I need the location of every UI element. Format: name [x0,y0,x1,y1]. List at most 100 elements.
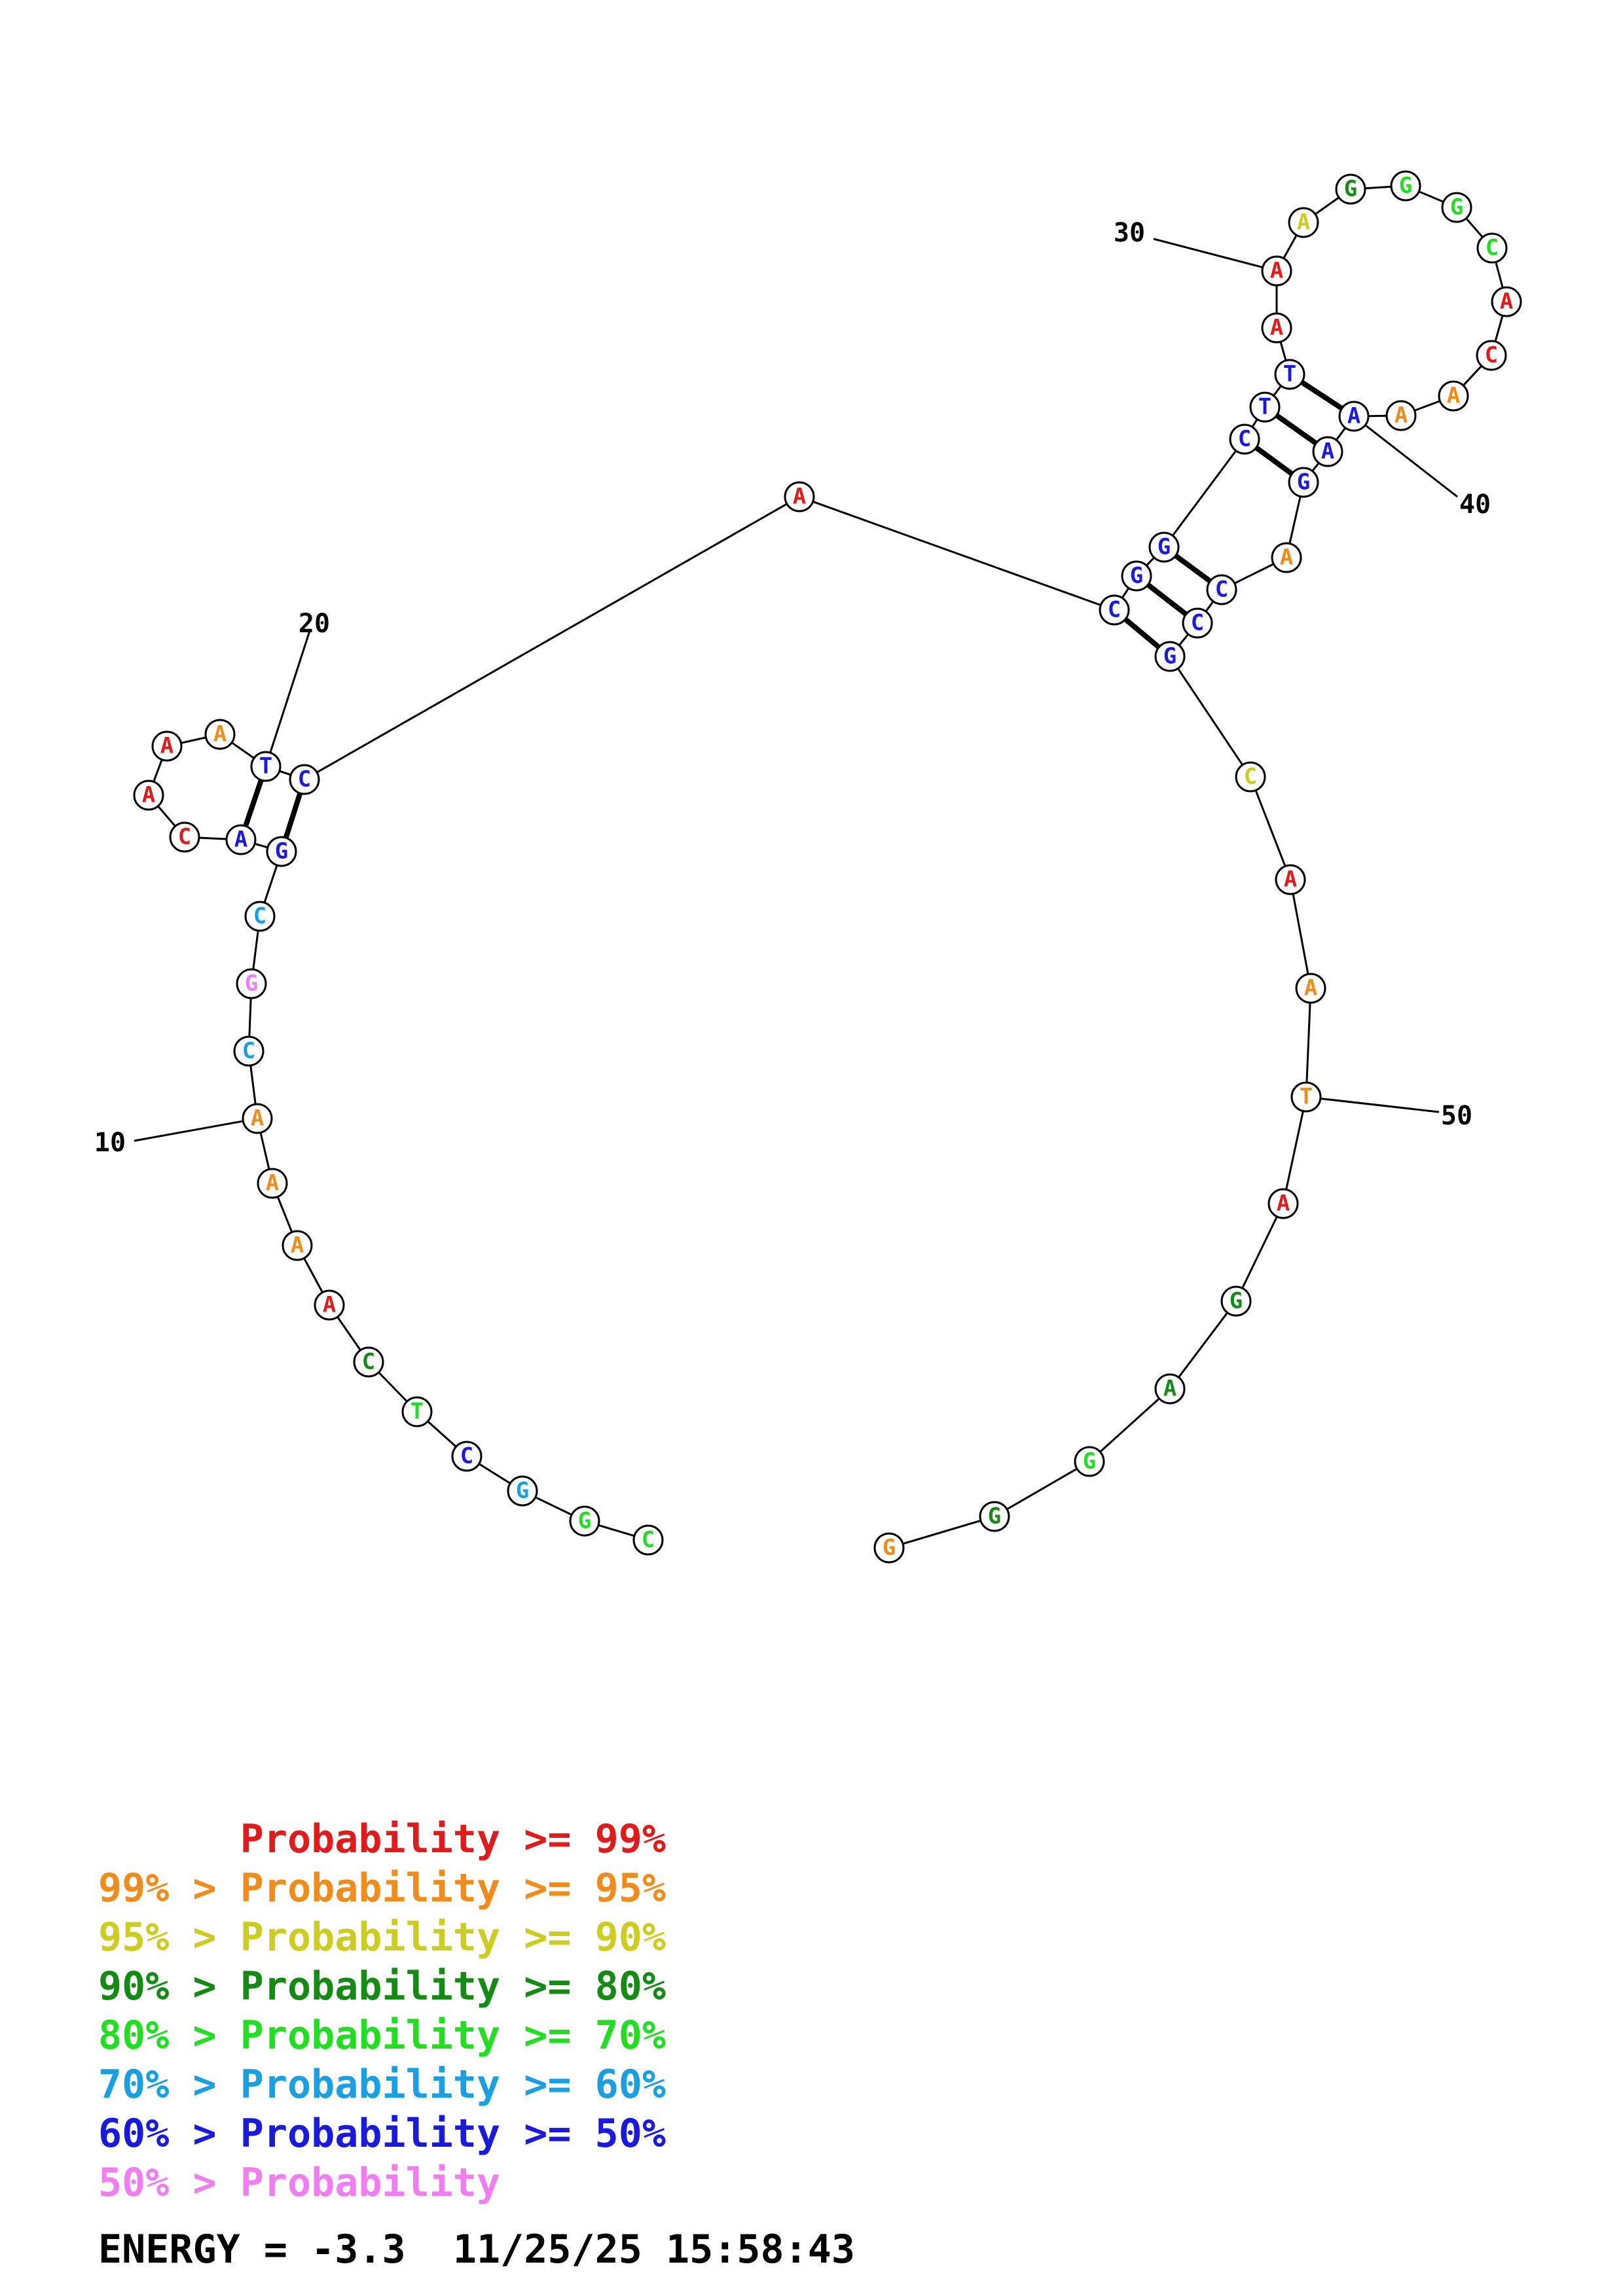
nucleotide-circle [1121,560,1152,592]
backbone-segment [157,805,176,827]
nucleotide-circle [1154,641,1186,672]
nucleotide: G [236,968,267,999]
backbone-segment [1241,1216,1278,1289]
position-label: 10 [94,1128,126,1158]
nucleotide: A [1491,286,1522,317]
nucleotide-circle [1438,380,1469,412]
backbone-segment [1205,600,1214,613]
nucleotide: C [632,1524,664,1556]
nucleotide-circle [1267,1188,1299,1219]
nucleotide-letter: G [1158,534,1171,560]
nucleotide: G [507,1475,538,1507]
nucleotide: A [784,481,815,512]
position-tick [134,1120,244,1142]
backbone-segment [427,1420,457,1448]
nucleotide-circle [1274,359,1305,390]
backbone-segment [181,736,206,744]
nucleotide: C [1182,607,1213,639]
nucleotide: C [451,1441,483,1472]
nucleotide-letter: A [1284,867,1297,893]
nucleotide: G [1074,1446,1105,1477]
nucleotide-letter: A [160,733,173,759]
backbone-segment [812,501,1101,606]
backbone-segment [598,1524,635,1537]
nucleotide: G [1441,192,1472,223]
energy-timestamp: ENERGY = -3.3 11/25/25 15:58:43 [98,2227,855,2272]
nucleotide-circle [353,1346,384,1378]
nucleotide-circle [1290,1081,1322,1113]
nucleotide: A [204,719,236,750]
backbone-segment [279,770,291,776]
nucleotide-circle [1476,340,1507,371]
backbone-segment [1305,1002,1311,1083]
nucleotide-letter: G [516,1478,529,1504]
position-tick [1364,424,1458,498]
nucleotide-circle [632,1524,664,1556]
nucleotide: G [1390,170,1421,202]
nucleotide-letter: G [1297,469,1310,495]
nucleotide-letter: A [291,1232,304,1259]
nucleotide-letter: G [1450,194,1463,221]
nucleotide: T [401,1396,433,1427]
legend-entry: 90% > Probability >= 80% [98,1964,666,2009]
nucleotide: A [225,824,257,855]
nucleotide-circle [169,821,200,853]
nucleotide-circle [784,481,815,512]
nucleotide-letter: A [793,484,806,510]
legend-entry: 99% > Probability >= 95% [98,1865,666,1911]
nucleotide: G [873,1532,905,1564]
nucleotide: G [266,836,297,867]
nucleotide-circle [242,1103,273,1134]
nucleotide-letter: A [1321,439,1334,465]
nucleotide: C [244,901,276,932]
nucleotide: C [1476,340,1507,371]
nucleotide-letter: A [1297,209,1310,236]
nucleotide: T [250,751,282,782]
nucleotide-circle [451,1441,483,1472]
position-label: 30 [1114,218,1145,248]
backbone-segment [378,1371,408,1403]
legend-entry: 80% > Probability >= 70% [98,2013,666,2058]
nucleotide-letter: A [1304,975,1317,1001]
backbone-segment [1465,217,1484,238]
backbone-segment [1254,789,1286,867]
nucleotide: T [1249,391,1281,423]
nucleotide-circle [282,1230,313,1261]
position-tick [1320,1097,1440,1113]
nucleotide-letter: C [1486,235,1499,261]
base-pairs [243,380,1343,839]
backbone-segment [276,1196,293,1233]
backbone-segment [252,930,259,970]
base-pair-bond [1275,413,1318,446]
nucleotide-circle [1275,864,1306,895]
nucleotide-letter: A [1447,383,1460,409]
backbone-segment [153,759,163,782]
nucleotide-letter: A [1270,258,1283,284]
nucleotide-circle [1338,401,1370,432]
nucleotide-letter: C [1238,426,1251,452]
nucleotide-letter: G [1399,173,1412,199]
nucleotide-circle [1476,232,1508,264]
nucleotide-circle [1249,391,1281,423]
backbone [153,185,1504,1545]
nucleotide-letter: A [142,782,155,808]
nucleotide-letter: C [642,1527,655,1553]
nucleotide-letter: A [234,827,247,853]
nucleotide-circle [1271,542,1302,573]
nucleotide-circle [151,730,183,762]
backbone-segment [248,997,252,1037]
backbone-segment [1364,185,1392,190]
legend-entry: 60% > Probability >= 50% [98,2111,666,2157]
backbone-segment [1311,462,1320,472]
nucleotide-circle [289,764,320,795]
nucleotide: C [1235,761,1266,793]
nucleotide-letter: G [1344,176,1357,202]
nucleotide: G [1335,173,1366,205]
nucleotide-circle [257,1168,288,1199]
nucleotide-letter: C [298,766,311,793]
nucleotide-circle [133,780,164,811]
base-pair-bond [1254,445,1294,476]
position-label: 40 [1459,490,1491,520]
position-label: 50 [1441,1101,1472,1131]
backbone-segment [1462,365,1483,386]
